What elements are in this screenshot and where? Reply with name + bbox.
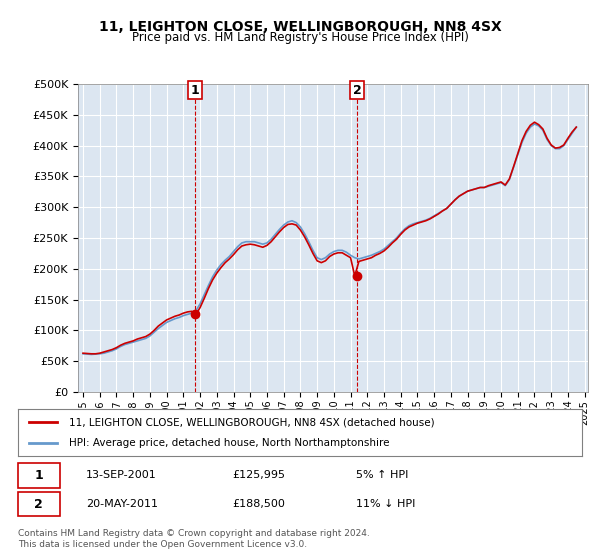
FancyBboxPatch shape xyxy=(18,492,60,516)
Text: 2: 2 xyxy=(353,84,361,97)
Text: 1: 1 xyxy=(34,469,43,482)
Text: HPI: Average price, detached house, North Northamptonshire: HPI: Average price, detached house, Nort… xyxy=(69,438,389,448)
Text: 11, LEIGHTON CLOSE, WELLINGBOROUGH, NN8 4SX: 11, LEIGHTON CLOSE, WELLINGBOROUGH, NN8 … xyxy=(98,20,502,34)
FancyBboxPatch shape xyxy=(18,463,60,488)
Text: 20-MAY-2011: 20-MAY-2011 xyxy=(86,499,158,509)
Text: 5% ↑ HPI: 5% ↑ HPI xyxy=(356,470,409,480)
Text: 11% ↓ HPI: 11% ↓ HPI xyxy=(356,499,416,509)
Text: 13-SEP-2001: 13-SEP-2001 xyxy=(86,470,157,480)
Text: 1: 1 xyxy=(191,84,200,97)
Text: 2: 2 xyxy=(34,498,43,511)
Text: 11, LEIGHTON CLOSE, WELLINGBOROUGH, NN8 4SX (detached house): 11, LEIGHTON CLOSE, WELLINGBOROUGH, NN8 … xyxy=(69,417,434,427)
Text: Contains HM Land Registry data © Crown copyright and database right 2024.
This d: Contains HM Land Registry data © Crown c… xyxy=(18,529,370,549)
Text: £125,995: £125,995 xyxy=(232,470,286,480)
Text: Price paid vs. HM Land Registry's House Price Index (HPI): Price paid vs. HM Land Registry's House … xyxy=(131,31,469,44)
Text: £188,500: £188,500 xyxy=(232,499,285,509)
